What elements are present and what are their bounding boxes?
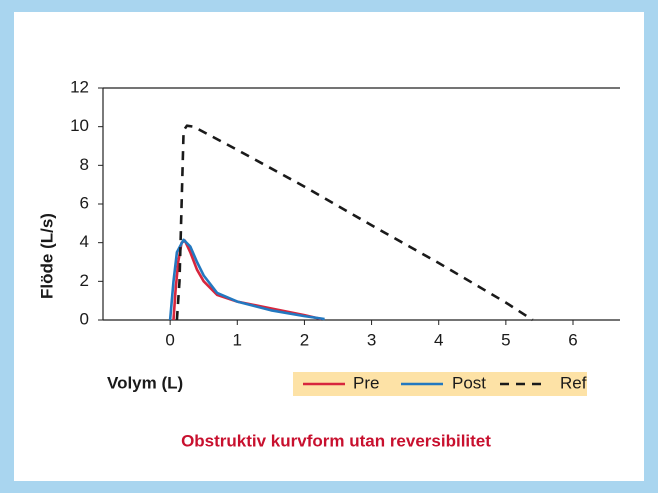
x-tick-label: 1 bbox=[233, 330, 242, 349]
x-tick-label: 3 bbox=[367, 330, 376, 349]
series-line bbox=[168, 238, 325, 321]
y-tick-label: 0 bbox=[80, 309, 89, 328]
x-tick-label: 6 bbox=[568, 330, 577, 349]
x-axis-label: Volym (L) bbox=[107, 373, 183, 392]
y-tick-label: 2 bbox=[80, 271, 89, 290]
series-line bbox=[172, 239, 322, 321]
x-tick-label: 2 bbox=[300, 330, 309, 349]
panel bbox=[14, 12, 644, 481]
y-tick-label: 6 bbox=[80, 193, 89, 212]
x-tick-label: 5 bbox=[501, 330, 510, 349]
y-tick-label: 10 bbox=[70, 116, 89, 135]
y-axis-label: Flöde (L/s) bbox=[37, 213, 56, 299]
legend-label: Pre bbox=[353, 373, 379, 392]
x-tick-label: 4 bbox=[434, 330, 443, 349]
y-tick-label: 12 bbox=[70, 77, 89, 96]
legend-label: Post bbox=[452, 373, 486, 392]
series-line bbox=[175, 124, 534, 322]
y-tick-label: 8 bbox=[80, 155, 89, 174]
y-tick-label: 4 bbox=[80, 232, 89, 251]
legend-label: Ref bbox=[560, 373, 587, 392]
chart-title: Obstruktiv kurvform utan reversibilitet bbox=[181, 431, 491, 450]
x-tick-label: 0 bbox=[165, 330, 174, 349]
